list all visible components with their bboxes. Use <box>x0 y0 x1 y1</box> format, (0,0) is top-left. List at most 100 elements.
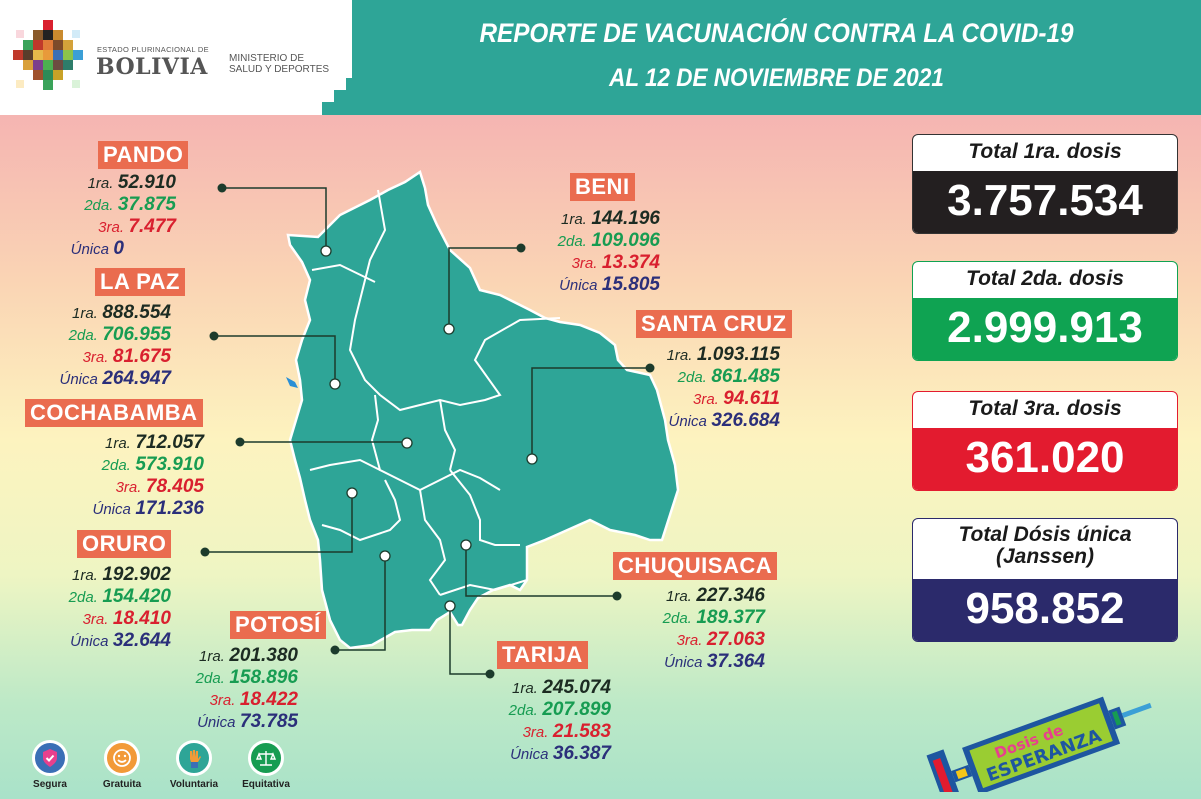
dose-label-third: 3ra. <box>522 724 549 741</box>
oruro-single-dose: 32.644 <box>112 630 171 651</box>
dosis-de-esperanza-logo: Dosis de ESPERANZA <box>926 696 1152 792</box>
raised-hand-icon <box>176 740 212 776</box>
badge-equitativa: Equitativa <box>236 740 296 790</box>
total-third-dose-label: Total 3ra. dosis <box>968 397 1122 420</box>
total-single-dose-label-line1: Total Dósis única <box>958 523 1132 546</box>
santa-cruz-second-dose: 861.485 <box>711 366 780 387</box>
dose-label-third: 3ra. <box>115 479 142 496</box>
dose-label-third: 3ra. <box>98 219 124 236</box>
dept-stats-cochabamba: 1ra. 712.057 2da. 573.910 3ra. 78.405 Ún… <box>93 432 205 520</box>
santa-cruz-first-dose: 1.093.115 <box>696 344 780 365</box>
dept-stats-santa-cruz: 1ra. 1.093.115 2da. 861.485 3ra. 94.611 … <box>667 344 780 432</box>
total-second-dose-value: 2.999.913 <box>913 298 1177 360</box>
shield-icon <box>32 740 68 776</box>
dose-label-third: 3ra. <box>82 611 109 628</box>
chuquisaca-third-dose: 27.063 <box>706 629 765 650</box>
dose-label-first: 1ra. <box>199 648 225 665</box>
dose-label-third: 3ra. <box>676 632 703 649</box>
chuquisaca-second-dose: 189.377 <box>696 607 765 628</box>
logo-title: BOLIVIA <box>96 54 208 80</box>
total-third-dose-card: Total 3ra. dosis 361.020 <box>912 391 1178 491</box>
oruro-first-dose: 192.902 <box>102 564 171 585</box>
dept-label-pando: PANDO <box>98 141 189 169</box>
total-single-dose-card: Total Dósis única (Janssen) 958.852 <box>912 518 1178 642</box>
dept-stats-beni: 1ra. 144.196 2da. 109.096 3ra. 13.374 Ún… <box>558 208 660 296</box>
santa-cruz-single-dose: 326.684 <box>711 410 780 431</box>
dept-label-tarija: TARIJA <box>497 641 588 669</box>
dose-label-third: 3ra. <box>692 391 719 408</box>
smile-icon <box>104 740 140 776</box>
dose-label-first: 1ra. <box>105 435 131 452</box>
dose-label-single: Única <box>668 413 707 430</box>
dept-stats-chuquisaca: 1ra. 227.346 2da. 189.377 3ra. 27.063 Ún… <box>663 585 765 673</box>
cochabamba-first-dose: 712.057 <box>135 432 204 453</box>
beni-first-dose: 144.196 <box>591 208 660 229</box>
pando-first-dose: 52.910 <box>117 172 176 193</box>
total-third-dose-value: 361.020 <box>913 428 1177 490</box>
dose-label-third: 3ra. <box>571 255 598 272</box>
total-single-dose-label-line2: (Janssen) <box>995 545 1095 568</box>
chuquisaca-first-dose: 227.346 <box>696 585 765 606</box>
scales-icon <box>248 740 284 776</box>
potosi-third-dose: 18.422 <box>239 689 298 710</box>
dept-stats-oruro: 1ra. 192.902 2da. 154.420 3ra. 18.410 Ún… <box>69 564 171 652</box>
dose-label-single: Única <box>59 371 98 388</box>
oruro-third-dose: 18.410 <box>112 608 171 629</box>
tarija-single-dose: 36.387 <box>552 743 611 764</box>
cochabamba-single-dose: 171.236 <box>135 498 204 519</box>
dose-label-second: 2da. <box>68 327 98 344</box>
dose-label-single: Única <box>70 241 109 258</box>
badge-segura: Segura <box>20 740 80 790</box>
dose-label-single: Única <box>70 633 109 650</box>
beni-third-dose: 13.374 <box>601 252 660 273</box>
la-paz-second-dose: 706.955 <box>102 324 171 345</box>
report-date: AL 12 DE NOVIEMBRE DE 2021 <box>609 64 944 92</box>
ministry-line2: SALUD Y DEPORTES <box>229 64 330 75</box>
page-title: REPORTE DE VACUNACIÓN CONTRA LA COVID-19 <box>479 18 1074 48</box>
total-single-dose-value: 958.852 <box>913 579 1177 641</box>
dose-label-first: 1ra. <box>87 175 114 192</box>
beni-single-dose: 15.805 <box>601 274 660 295</box>
ministry-line1: MINISTERIO DE <box>229 53 305 64</box>
badge-voluntaria: Voluntaria <box>164 740 224 790</box>
pando-second-dose: 37.875 <box>117 194 176 215</box>
dept-label-chuquisaca: CHUQUISACA <box>613 552 778 580</box>
dept-label-beni: BENI <box>570 173 635 201</box>
header-stairs-decoration <box>312 78 360 115</box>
lake-titicaca <box>286 377 298 388</box>
dose-label-first: 1ra. <box>666 588 692 605</box>
total-second-dose-card: Total 2da. dosis 2.999.913 <box>912 261 1178 361</box>
logo-subtitle: ESTADO PLURINACIONAL DE <box>97 45 209 54</box>
header-title-band <box>352 0 1201 115</box>
pando-third-dose: 7.477 <box>128 216 176 237</box>
la-paz-third-dose: 81.675 <box>112 346 171 367</box>
dose-label-second: 2da. <box>557 233 587 250</box>
beni-second-dose: 109.096 <box>591 230 660 251</box>
dose-label-single: Única <box>92 501 131 518</box>
dose-label-second: 2da. <box>662 610 692 627</box>
dose-label-first: 1ra. <box>561 211 587 228</box>
badge-label: Segura <box>33 779 67 790</box>
vaccine-principles: Segura Gratuita Voluntaria Equitativa <box>20 740 296 790</box>
tarija-first-dose: 245.074 <box>542 677 611 698</box>
cochabamba-third-dose: 78.405 <box>145 476 204 497</box>
dose-label-second: 2da. <box>677 369 707 386</box>
dept-label-potosi: POTOSÍ <box>230 611 326 639</box>
potosi-first-dose: 201.380 <box>229 645 298 666</box>
badge-label: Gratuita <box>102 779 142 790</box>
dose-label-first: 1ra. <box>666 347 693 364</box>
dept-stats-tarija: 1ra. 245.074 2da. 207.899 3ra. 21.583 Ún… <box>509 677 611 765</box>
dose-label-second: 2da. <box>101 457 131 474</box>
dose-label-single: Única <box>664 654 703 671</box>
oruro-second-dose: 154.420 <box>102 586 171 607</box>
badge-label: Voluntaria <box>169 779 219 790</box>
santa-cruz-third-dose: 94.611 <box>723 388 780 409</box>
dose-label-first: 1ra. <box>72 305 98 322</box>
chuquisaca-single-dose: 37.364 <box>706 651 765 672</box>
dose-label-third: 3ra. <box>209 692 236 709</box>
cochabamba-second-dose: 573.910 <box>135 454 204 475</box>
dose-label-first: 1ra. <box>72 567 98 584</box>
dept-label-la-paz: LA PAZ <box>95 268 185 296</box>
dept-label-oruro: ORURO <box>77 530 172 558</box>
tarija-second-dose: 207.899 <box>542 699 611 720</box>
